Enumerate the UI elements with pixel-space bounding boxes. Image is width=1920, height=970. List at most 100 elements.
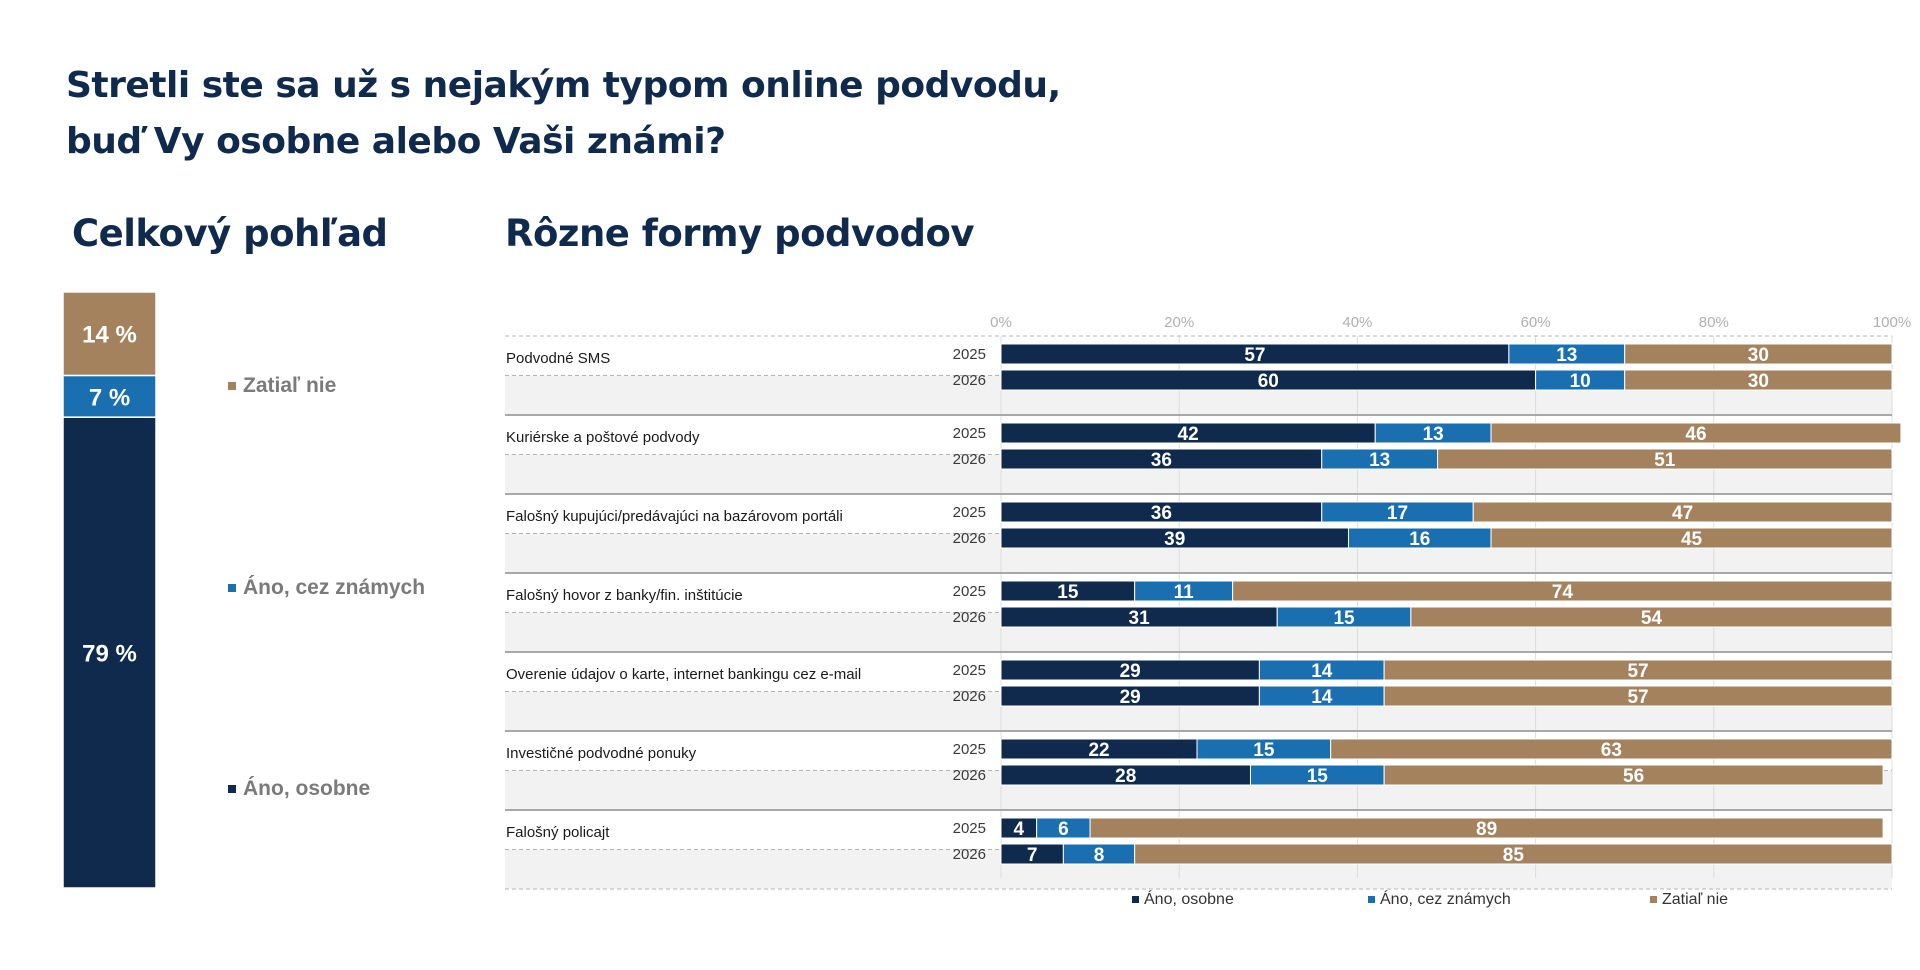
bar-zatial-nie xyxy=(1089,817,1884,839)
overall-label-ano-cez-znamych: 7 % xyxy=(89,384,130,411)
bar-zatial-nie xyxy=(1624,369,1893,391)
bar-zatial-nie xyxy=(1383,764,1884,786)
overall-label-ano-osobne: 79 % xyxy=(82,641,137,668)
overall-segment-ano-osobne xyxy=(62,416,157,889)
bar-value-label: 29 xyxy=(1120,687,1141,708)
category-label-falosny-policajt: Falošný policajt xyxy=(506,824,610,841)
bar-value-label: 6 xyxy=(1058,819,1069,840)
bar-value-label: 30 xyxy=(1748,345,1769,366)
bar-value-label: 54 xyxy=(1641,608,1663,629)
bar-value-label: 36 xyxy=(1151,450,1172,471)
bar-value-label: 15 xyxy=(1333,608,1355,629)
bar-value-label: 57 xyxy=(1627,661,1648,682)
bar-value-label: 15 xyxy=(1253,740,1275,761)
bar-value-label: 30 xyxy=(1748,371,1769,392)
bar-value-label: 42 xyxy=(1178,424,1199,445)
bar-value-label: 7 xyxy=(1027,845,1038,866)
bar-zatial-nie xyxy=(1232,580,1893,602)
legend-ano-osobne: Áno, osobne xyxy=(1144,889,1234,908)
bar-value-label: 15 xyxy=(1307,766,1329,787)
year-label: 2026 xyxy=(953,846,986,863)
legend-swatch-ano-cez-znamych xyxy=(1368,896,1375,903)
bar-value-label: 28 xyxy=(1115,766,1136,787)
bar-value-label: 89 xyxy=(1476,819,1497,840)
bar-value-label: 14 xyxy=(1311,687,1333,708)
bar-value-label: 85 xyxy=(1503,845,1525,866)
bar-value-label: 11 xyxy=(1174,582,1195,603)
bar-value-label: 13 xyxy=(1423,424,1444,445)
title-line-2: buď Vy osobne alebo Vaši známi? xyxy=(66,121,726,162)
bar-zatial-nie xyxy=(1134,843,1893,865)
bar-value-label: 63 xyxy=(1601,740,1622,761)
bar-value-label: 13 xyxy=(1556,345,1577,366)
year-label: 2026 xyxy=(953,530,986,547)
title-line-1: Stretli ste sa už s nejakým typom online… xyxy=(66,65,1061,106)
year-label: 2025 xyxy=(953,820,986,837)
bar-value-label: 57 xyxy=(1244,345,1265,366)
bar-value-label: 39 xyxy=(1164,529,1185,550)
legend-swatch-ano-osobne xyxy=(1132,896,1139,903)
year-label: 2025 xyxy=(953,741,986,758)
bar-value-label: 51 xyxy=(1654,450,1676,471)
bar-value-label: 16 xyxy=(1409,529,1430,550)
bar-zatial-nie xyxy=(1437,448,1893,470)
x-tick-label: 20% xyxy=(1164,314,1194,331)
overall-legend-ano-cez-znamych: Áno, cez známych xyxy=(243,576,425,599)
category-label-kurierske-a-postove-podvody: Kuriérske a poštové podvody xyxy=(506,429,700,446)
year-label: 2026 xyxy=(953,688,986,705)
bar-value-label: 29 xyxy=(1120,661,1141,682)
x-tick-label: 40% xyxy=(1342,314,1372,331)
x-tick-label: 60% xyxy=(1521,314,1551,331)
overall-legend-swatch-ano-osobne xyxy=(228,785,236,793)
year-label: 2025 xyxy=(953,504,986,521)
bar-value-label: 56 xyxy=(1623,766,1644,787)
bar-value-label: 15 xyxy=(1057,582,1079,603)
category-label-overenie-udajov-o-karte-internet-bankingu-cez-e-mail: Overenie údajov o karte, internet bankin… xyxy=(506,666,861,683)
bar-zatial-nie xyxy=(1383,685,1893,707)
legend-zatial-nie: Zatiaľ nie xyxy=(1662,891,1728,908)
bar-value-label: 31 xyxy=(1129,608,1151,629)
bar-value-label: 47 xyxy=(1672,503,1693,524)
bar-value-label: 13 xyxy=(1369,450,1390,471)
category-label-podvodne-sms: Podvodné SMS xyxy=(506,350,610,367)
bar-value-label: 4 xyxy=(1014,819,1025,840)
overall-legend-swatch-zatial-nie xyxy=(228,382,236,390)
category-label-falosny-kupujuci-predavajuci-na-bazarovom-portali: Falošný kupujúci/predávajúci na bazárovo… xyxy=(506,508,843,525)
overall-chart: 79 % 7 % 14 % Zatiaľ nie Áno, cez známych Áno… xyxy=(62,291,425,889)
legend-ano-cez-znamych: Áno, cez známych xyxy=(1380,889,1511,908)
bar-zatial-nie xyxy=(1383,659,1893,681)
year-label: 2025 xyxy=(953,662,986,679)
bar-value-label: 14 xyxy=(1311,661,1333,682)
year-label: 2026 xyxy=(953,609,986,626)
year-label: 2025 xyxy=(953,583,986,600)
bar-value-label: 10 xyxy=(1570,371,1591,392)
year-label: 2025 xyxy=(953,346,986,363)
bar-value-label: 36 xyxy=(1151,503,1172,524)
x-tick-label: 0% xyxy=(990,314,1012,331)
bar-zatial-nie xyxy=(1490,422,1902,444)
category-label-investicne-podvodne-ponuky: Investičné podvodné ponuky xyxy=(506,745,697,762)
category-label-falosny-hovor-z-banky-fin-institucie: Falošný hovor z banky/fin. inštitúcie xyxy=(506,587,743,604)
overall-chart-title: Celkový pohľad xyxy=(72,212,388,255)
overall-legend-ano-osobne: Áno, osobne xyxy=(243,777,370,800)
bar-value-label: 46 xyxy=(1685,424,1706,445)
overall-segment-zatial-nie xyxy=(62,291,157,377)
year-label: 2026 xyxy=(953,372,986,389)
overall-legend-swatch-ano-cez-znamych xyxy=(228,584,236,592)
x-tick-label: 100% xyxy=(1873,314,1911,331)
bar-zatial-nie xyxy=(1624,343,1893,365)
bar-zatial-nie xyxy=(1490,527,1893,549)
bar-value-label: 22 xyxy=(1088,740,1109,761)
overall-legend-zatial-nie: Zatiaľ nie xyxy=(243,374,336,397)
bar-value-label: 8 xyxy=(1094,845,1105,866)
x-tick-label: 80% xyxy=(1699,314,1729,331)
bar-zatial-nie xyxy=(1472,501,1893,523)
bar-value-label: 17 xyxy=(1387,503,1408,524)
bar-value-label: 45 xyxy=(1681,529,1703,550)
bar-zatial-nie xyxy=(1330,738,1893,760)
page-title: Stretli ste sa už s nejakým typom online… xyxy=(66,58,1061,170)
bar-value-label: 74 xyxy=(1552,582,1574,603)
bar-value-label: 60 xyxy=(1258,371,1279,392)
bar-value-label: 57 xyxy=(1627,687,1648,708)
